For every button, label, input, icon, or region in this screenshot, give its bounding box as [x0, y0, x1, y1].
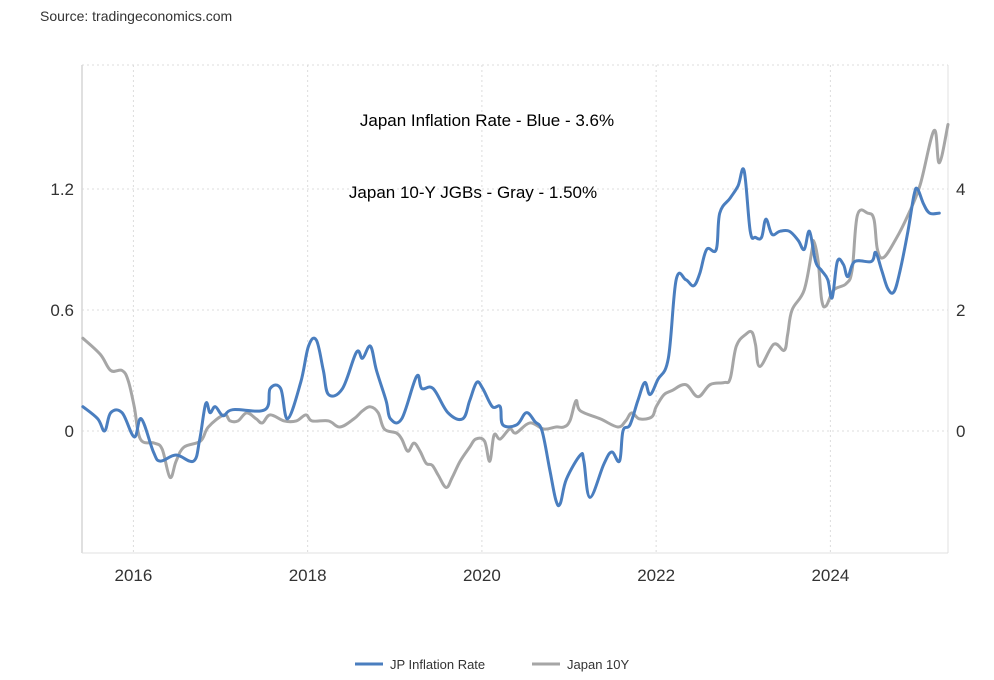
y-left-tick-label: 1.2 — [50, 180, 74, 199]
inflation-line — [81, 167, 941, 508]
x-tick-label: 2022 — [637, 566, 675, 585]
annotation-inflation: Japan Inflation Rate - Blue - 3.6% — [360, 111, 614, 130]
jgb-line — [81, 122, 950, 489]
legend-label-inflation[interactable]: JP Inflation Rate — [390, 657, 485, 672]
annotation-jgb: Japan 10-Y JGBs - Gray - 1.50% — [349, 183, 597, 202]
grid — [82, 64, 948, 553]
y-left-tick-label: 0 — [65, 422, 74, 441]
legend: JP Inflation Rate Japan 10Y — [355, 657, 629, 672]
x-tick-label: 2018 — [289, 566, 327, 585]
tick-labels: 0 0.6 1.2 0 2 4 2016 2018 2020 2022 2024 — [50, 180, 965, 585]
source-label: Source: tradingeconomics.com — [40, 8, 233, 24]
legend-label-jgb[interactable]: Japan 10Y — [567, 657, 629, 672]
y-left-tick-label: 0.6 — [50, 301, 74, 320]
x-tick-label: 2016 — [114, 566, 152, 585]
x-tick-label: 2024 — [811, 566, 849, 585]
series-lines — [81, 122, 950, 508]
y-right-tick-label: 0 — [956, 422, 965, 441]
y-right-tick-label: 2 — [956, 301, 965, 320]
x-tick-label: 2020 — [463, 566, 501, 585]
y-right-tick-label: 4 — [956, 180, 965, 199]
